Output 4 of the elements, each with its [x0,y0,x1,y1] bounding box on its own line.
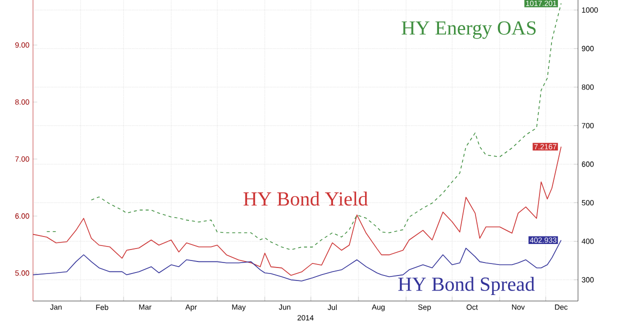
series-label: HY Bond Yield [244,192,368,206]
series-label: HY Bond Spread [398,276,535,295]
line-series [32,146,562,276]
legend-label: HY Energy OAS [402,21,536,39]
